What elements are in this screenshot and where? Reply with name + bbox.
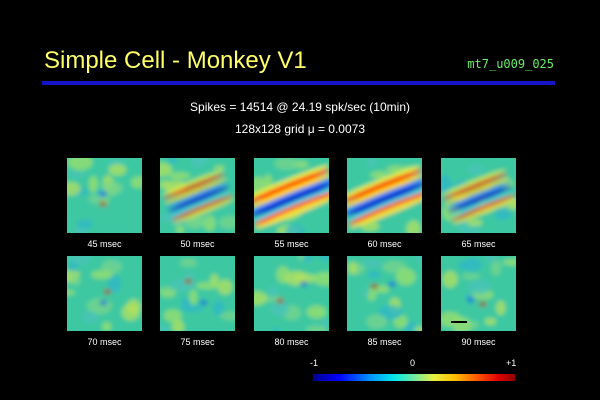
title-divider — [42, 81, 555, 85]
frame-label-6: 70 msec — [87, 337, 122, 347]
rf-frame-3 — [254, 158, 329, 233]
rf-frame-8 — [254, 256, 329, 331]
rf-frame-9 — [347, 256, 422, 331]
file-id: mt7_u009_025 — [467, 57, 554, 71]
rf-frame-7 — [160, 256, 235, 331]
frame-label-7: 75 msec — [180, 337, 215, 347]
rf-frame-4 — [347, 158, 422, 233]
rf-frame-10 — [441, 256, 516, 331]
colorbar — [313, 374, 515, 381]
grid-summary: 128x128 grid μ = 0.0073 — [234, 122, 365, 136]
scale-bar — [451, 321, 467, 323]
rf-frame-2 — [160, 158, 235, 233]
frame-label-1: 45 msec — [87, 239, 122, 249]
frame-label-10: 90 msec — [461, 337, 496, 347]
frame-label-4: 60 msec — [367, 239, 402, 249]
frame-label-2: 50 msec — [180, 239, 215, 249]
colorbar-mid-label: 0 — [410, 358, 416, 368]
colorbar-max-label: +1 — [506, 358, 517, 368]
rf-frame-6 — [67, 256, 142, 331]
frame-label-8: 80 msec — [274, 337, 309, 347]
colorbar-min-label: -1 — [310, 358, 319, 368]
frame-label-5: 65 msec — [461, 239, 496, 249]
spikes-summary: Spikes = 14514 @ 24.19 spk/sec (10min) — [190, 100, 410, 114]
frame-label-3: 55 msec — [274, 239, 309, 249]
rf-frame-5 — [441, 158, 516, 233]
frame-label-9: 85 msec — [367, 337, 402, 347]
page-title: Simple Cell - Monkey V1 — [44, 47, 307, 74]
rf-frame-1 — [67, 158, 142, 233]
